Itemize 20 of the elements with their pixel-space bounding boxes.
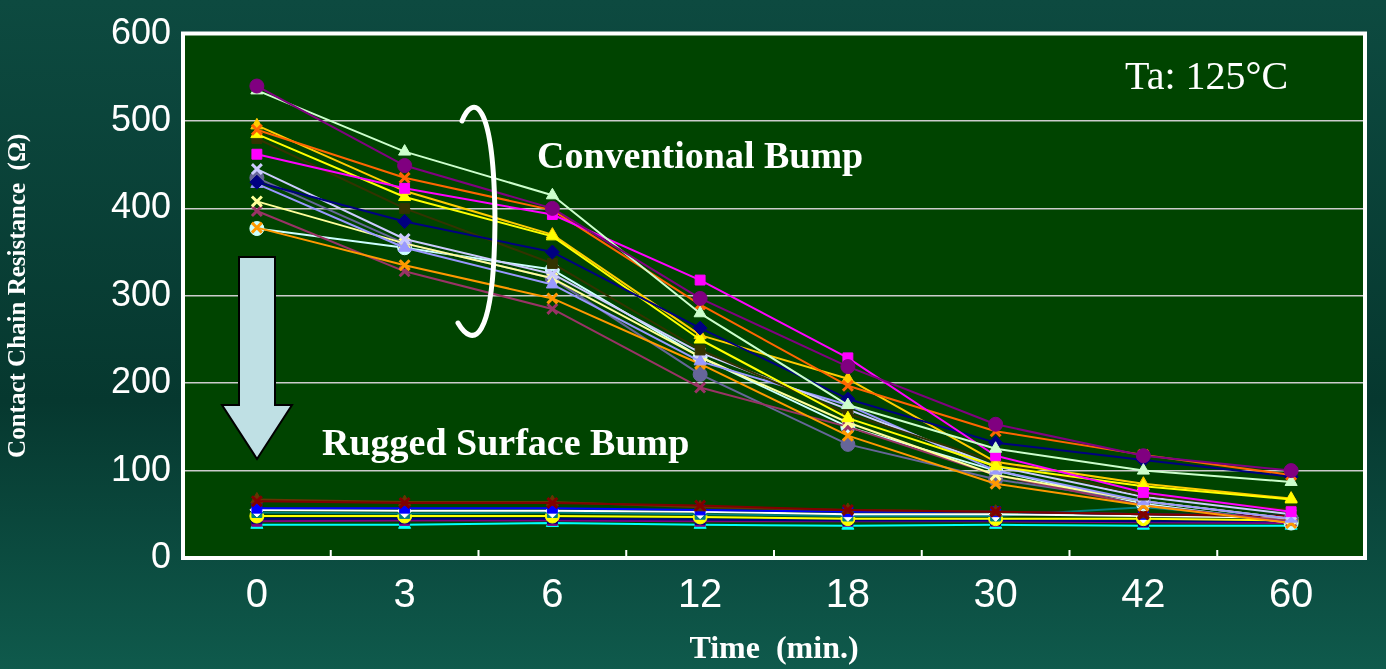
- x-tick-label: 60: [1268, 571, 1314, 616]
- x-tick-label: 42: [1121, 571, 1166, 616]
- x-tick-label: 30: [973, 571, 1018, 616]
- y-tick-label: 400: [110, 185, 171, 227]
- x-tick-label: 18: [825, 571, 871, 616]
- x-tick-label: 3: [393, 571, 416, 616]
- annotation: Rugged Surface Bump: [322, 420, 690, 464]
- annotation: Conventional Bump: [537, 133, 864, 177]
- x-tick-label: 12: [677, 571, 723, 616]
- y-tick-label: 0: [150, 534, 171, 576]
- y-tick-label: 100: [110, 447, 171, 489]
- x-tick-label: 6: [541, 571, 564, 616]
- annotation: Ta: 125°C: [1125, 52, 1289, 99]
- y-tick-label: 600: [110, 10, 171, 52]
- y-tick-label: 300: [110, 272, 171, 314]
- y-tick-label: 200: [110, 360, 171, 402]
- y-axis-title: Contact Chain Resistance (Ω): [3, 133, 32, 458]
- x-axis-title: Time (min.): [689, 629, 859, 666]
- y-tick-label: 500: [110, 97, 171, 139]
- x-tick-label: 0: [245, 571, 268, 616]
